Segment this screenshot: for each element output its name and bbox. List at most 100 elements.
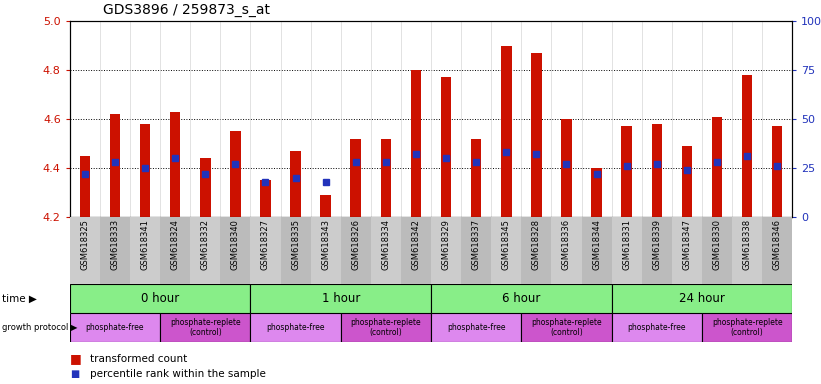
Text: ■: ■ (70, 353, 81, 366)
Text: phosphate-free: phosphate-free (627, 323, 686, 332)
Text: phosphate-replete
(control): phosphate-replete (control) (170, 318, 241, 337)
Bar (70, 217, 100, 284)
Bar (250, 284, 431, 313)
Bar (672, 217, 702, 284)
Bar (612, 217, 642, 284)
Bar (140, 124, 150, 217)
Bar (521, 313, 612, 342)
Bar (431, 217, 461, 284)
Bar (531, 53, 542, 217)
Text: GSM618344: GSM618344 (592, 219, 601, 270)
Bar (702, 217, 732, 284)
Bar (612, 313, 702, 342)
Bar (250, 313, 341, 342)
Bar (160, 217, 190, 284)
Bar (160, 313, 250, 342)
Text: transformed count: transformed count (90, 354, 187, 364)
Bar (200, 158, 210, 217)
Bar (320, 195, 331, 217)
Bar (170, 112, 181, 217)
Text: GSM618341: GSM618341 (140, 219, 149, 270)
Bar (742, 75, 752, 217)
Text: GSM618332: GSM618332 (201, 219, 209, 270)
Text: GSM618325: GSM618325 (80, 219, 89, 270)
Bar (351, 139, 361, 217)
Bar (702, 313, 792, 342)
Text: phosphate-free: phosphate-free (266, 323, 325, 332)
Bar (772, 126, 782, 217)
Text: phosphate-replete
(control): phosphate-replete (control) (351, 318, 421, 337)
Text: phosphate-free: phosphate-free (85, 323, 144, 332)
Text: phosphate-free: phosphate-free (447, 323, 506, 332)
Text: GSM618335: GSM618335 (291, 219, 300, 270)
Bar (762, 217, 792, 284)
Bar (431, 284, 612, 313)
Bar (70, 313, 160, 342)
Bar (341, 313, 431, 342)
Text: percentile rank within the sample: percentile rank within the sample (90, 369, 266, 379)
Bar (310, 217, 341, 284)
Text: GSM618330: GSM618330 (713, 219, 722, 270)
Text: phosphate-replete
(control): phosphate-replete (control) (531, 318, 602, 337)
Text: GDS3896 / 259873_s_at: GDS3896 / 259873_s_at (103, 3, 269, 17)
Bar (441, 78, 452, 217)
Bar (712, 117, 722, 217)
Text: 24 hour: 24 hour (679, 292, 725, 305)
Text: GSM618338: GSM618338 (743, 219, 751, 270)
Bar (521, 217, 552, 284)
Bar (371, 217, 401, 284)
Text: GSM618324: GSM618324 (171, 219, 180, 270)
Bar (612, 284, 792, 313)
Text: GSM618328: GSM618328 (532, 219, 541, 270)
Bar (281, 217, 310, 284)
Bar (401, 217, 431, 284)
Text: GSM618329: GSM618329 (442, 219, 451, 270)
Bar (80, 156, 90, 217)
Bar (642, 217, 672, 284)
Text: GSM618345: GSM618345 (502, 219, 511, 270)
Bar (732, 217, 762, 284)
Bar (130, 217, 160, 284)
Bar (190, 217, 220, 284)
Text: GSM618327: GSM618327 (261, 219, 270, 270)
Text: GSM618331: GSM618331 (622, 219, 631, 270)
Bar (100, 217, 130, 284)
Bar (410, 70, 421, 217)
Bar (581, 217, 612, 284)
Bar (552, 217, 581, 284)
Text: GSM618347: GSM618347 (682, 219, 691, 270)
Text: 1 hour: 1 hour (322, 292, 360, 305)
Bar (70, 284, 250, 313)
Bar (431, 313, 521, 342)
Bar (461, 217, 491, 284)
Bar (562, 119, 571, 217)
Text: ■: ■ (70, 369, 79, 379)
Text: GSM618342: GSM618342 (411, 219, 420, 270)
Bar (501, 46, 511, 217)
Text: GSM618346: GSM618346 (773, 219, 782, 270)
Bar (291, 151, 300, 217)
Text: GSM618334: GSM618334 (382, 219, 390, 270)
Text: growth protocol ▶: growth protocol ▶ (2, 323, 78, 332)
Text: GSM618333: GSM618333 (111, 219, 119, 270)
Text: GSM618337: GSM618337 (472, 219, 480, 270)
Bar (110, 114, 120, 217)
Bar (471, 139, 481, 217)
Text: GSM618340: GSM618340 (231, 219, 240, 270)
Bar (220, 217, 250, 284)
Text: 6 hour: 6 hour (502, 292, 540, 305)
Bar (491, 217, 521, 284)
Text: GSM618326: GSM618326 (351, 219, 360, 270)
Text: GSM618339: GSM618339 (653, 219, 661, 270)
Bar (250, 217, 281, 284)
Text: 0 hour: 0 hour (141, 292, 179, 305)
Text: time ▶: time ▶ (2, 293, 37, 304)
Bar (681, 146, 692, 217)
Text: GSM618336: GSM618336 (562, 219, 571, 270)
Bar (621, 126, 632, 217)
Bar (381, 139, 391, 217)
Bar (652, 124, 662, 217)
Text: phosphate-replete
(control): phosphate-replete (control) (712, 318, 782, 337)
Bar (591, 168, 602, 217)
Bar (341, 217, 371, 284)
